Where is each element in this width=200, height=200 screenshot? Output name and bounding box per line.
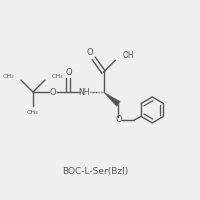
Text: O: O xyxy=(115,115,122,124)
Text: BOC-L-Ser(Bzl): BOC-L-Ser(Bzl) xyxy=(62,167,129,176)
Text: CH₃: CH₃ xyxy=(27,110,39,115)
Text: O: O xyxy=(50,88,56,97)
Text: O: O xyxy=(86,48,93,57)
Text: OH: OH xyxy=(122,51,134,60)
Text: NH: NH xyxy=(78,88,89,97)
Text: CH₃: CH₃ xyxy=(52,74,63,79)
Text: CH₃: CH₃ xyxy=(2,74,14,79)
Polygon shape xyxy=(104,92,120,106)
Text: O: O xyxy=(65,68,72,77)
